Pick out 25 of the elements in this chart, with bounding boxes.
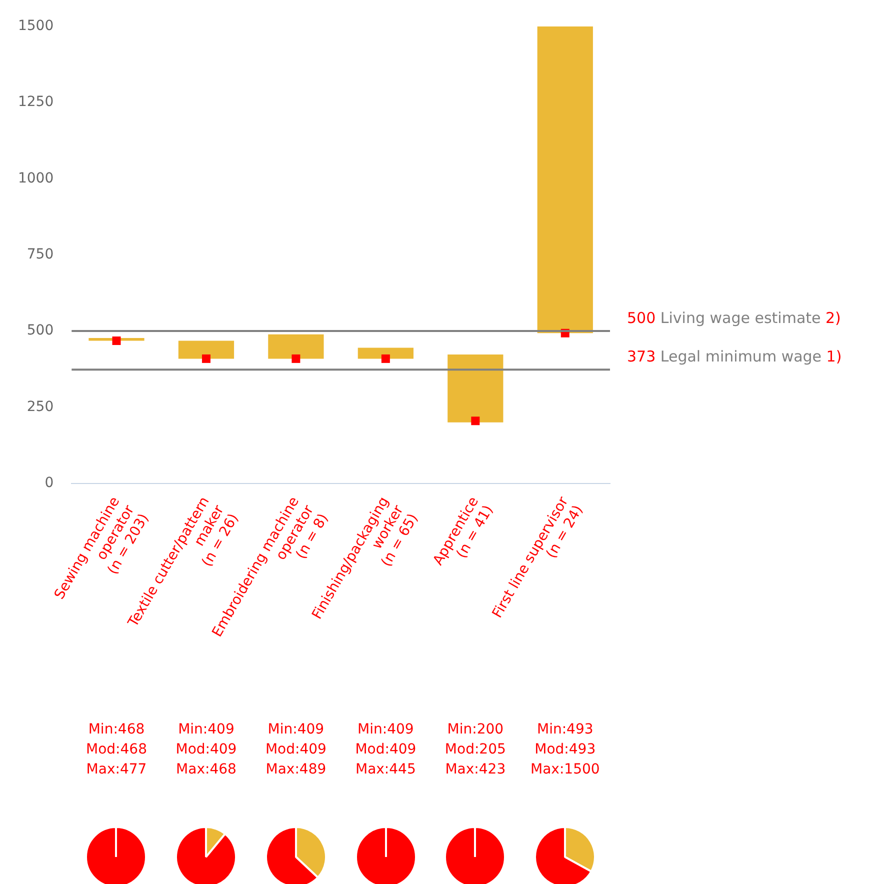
y-tick-label: 250: [26, 398, 54, 415]
data-label: Min:493 Mod:493 Max:1500: [530, 722, 600, 778]
data-label: Min:409 Mod:409 Max:445: [355, 722, 416, 778]
bar: [358, 348, 414, 359]
y-tick-label: 1000: [18, 170, 54, 186]
y-tick-label: 1250: [18, 94, 54, 110]
point: [471, 416, 480, 426]
data-label: Min:409 Mod:409 Max:489: [265, 722, 326, 778]
point: [202, 354, 210, 363]
bar: [178, 340, 234, 359]
point: [381, 354, 390, 363]
bar: [268, 334, 324, 359]
ref-line-label: 500 Living wage estimate 2): [627, 308, 841, 327]
point: [292, 354, 300, 363]
y-tick-label: 750: [26, 246, 54, 262]
y-tick-label: 500: [26, 322, 54, 339]
ref-line-label: 373 Legal minimum wage 1): [627, 348, 842, 366]
y-tick-label: 0: [44, 474, 54, 491]
point: [112, 336, 121, 345]
data-label: Min:200 Mod:205 Max:423: [444, 722, 506, 778]
data-label: Min:468 Mod:468 Max:477: [86, 722, 147, 778]
bar: [448, 354, 504, 422]
y-tick-label: 1500: [18, 18, 54, 34]
data-label: Min:409 Mod:409 Max:468: [176, 722, 237, 778]
bar: [537, 26, 593, 334]
